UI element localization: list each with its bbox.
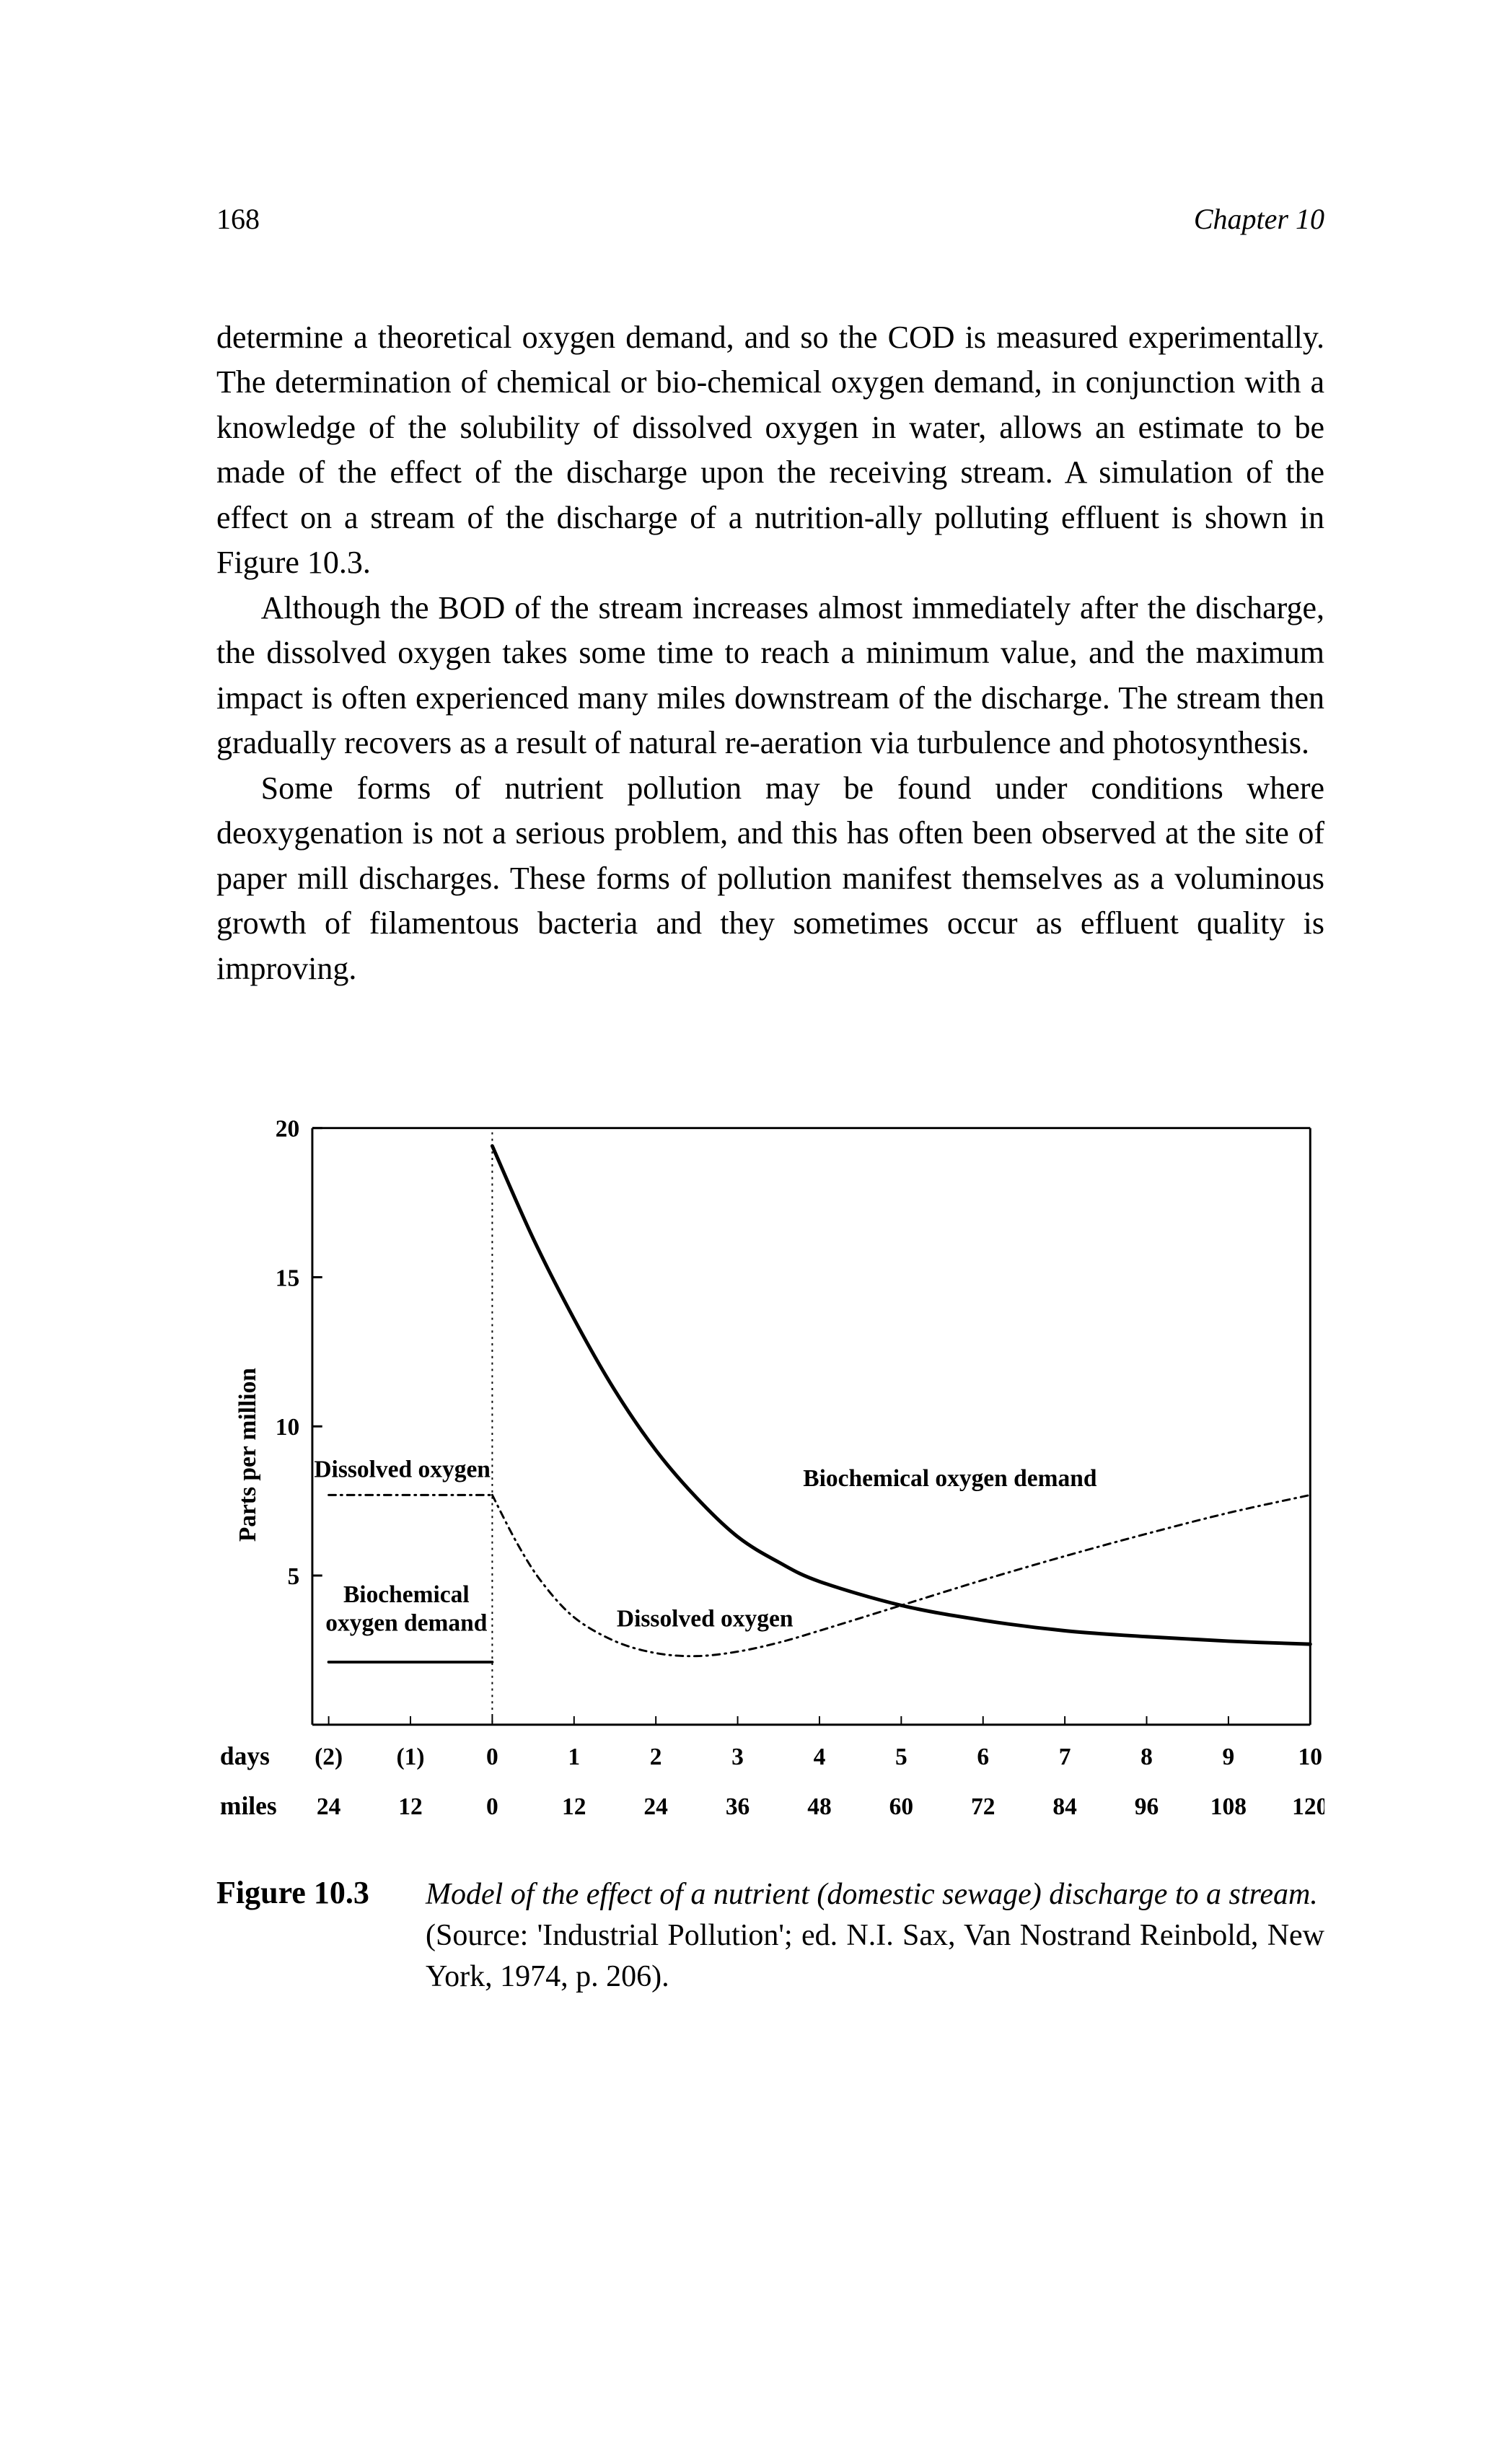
svg-text:Dissolved oxygen: Dissolved oxygen [314, 1457, 491, 1483]
svg-text:60: 60 [889, 1793, 913, 1820]
svg-text:48: 48 [807, 1793, 831, 1820]
svg-text:15: 15 [276, 1265, 299, 1291]
svg-text:days: days [220, 1741, 270, 1770]
svg-text:(2): (2) [315, 1744, 343, 1770]
svg-text:Biochemical oxygen demand: Biochemical oxygen demand [803, 1465, 1097, 1492]
figure-caption-italic: Model of the effect of a nutrient (domes… [426, 1878, 1318, 1911]
svg-text:10: 10 [276, 1414, 299, 1441]
svg-text:0: 0 [486, 1793, 498, 1820]
svg-text:120: 120 [1292, 1793, 1324, 1820]
svg-text:24: 24 [317, 1793, 341, 1820]
paragraph-2: Although the BOD of the stream increases… [216, 586, 1324, 766]
svg-text:9: 9 [1223, 1744, 1235, 1770]
chapter-label: Chapter 10 [1194, 202, 1324, 236]
svg-text:Biochemical: Biochemical [343, 1581, 470, 1608]
page-number: 168 [216, 202, 260, 236]
svg-text:36: 36 [726, 1793, 750, 1820]
svg-text:6: 6 [977, 1744, 989, 1770]
svg-text:84: 84 [1052, 1793, 1077, 1820]
figure-caption: Model of the effect of a nutrient (domes… [426, 1874, 1324, 1997]
paragraph-3: Some forms of nutrient pollution may be … [216, 766, 1324, 991]
svg-text:5: 5 [895, 1744, 907, 1770]
svg-text:96: 96 [1135, 1793, 1159, 1820]
figure-caption-row: Figure 10.3 Model of the effect of a nut… [216, 1874, 1324, 1997]
svg-text:8: 8 [1140, 1744, 1153, 1770]
svg-text:7: 7 [1059, 1744, 1071, 1770]
svg-text:0: 0 [486, 1744, 498, 1770]
svg-text:5: 5 [287, 1563, 299, 1590]
svg-text:10: 10 [1298, 1744, 1322, 1770]
page: 168 Chapter 10 determine a theoretical o… [0, 0, 1512, 2447]
svg-text:miles: miles [220, 1791, 277, 1820]
running-header: 168 Chapter 10 [216, 202, 1324, 236]
body-text: determine a theoretical oxygen demand, a… [216, 315, 1324, 991]
svg-text:4: 4 [814, 1744, 826, 1770]
svg-text:1: 1 [568, 1744, 580, 1770]
svg-text:(1): (1) [396, 1744, 424, 1770]
svg-text:12: 12 [398, 1793, 422, 1820]
svg-text:3: 3 [731, 1744, 744, 1770]
svg-text:108: 108 [1210, 1793, 1247, 1820]
figure-chart: 5101520Parts per milliondays(2)(1)012345… [216, 1114, 1324, 1845]
svg-text:Parts per million: Parts per million [234, 1368, 261, 1542]
figure-label: Figure 10.3 [216, 1874, 426, 1911]
svg-text:24: 24 [643, 1793, 668, 1820]
svg-text:12: 12 [562, 1793, 586, 1820]
svg-text:2: 2 [650, 1744, 662, 1770]
paragraph-1: determine a theoretical oxygen demand, a… [216, 315, 1324, 586]
svg-text:20: 20 [276, 1116, 299, 1143]
svg-text:Dissolved oxygen: Dissolved oxygen [617, 1605, 794, 1632]
figure-caption-source: (Source: 'Industrial Pollution'; ed. N.I… [426, 1919, 1324, 1993]
svg-text:72: 72 [971, 1793, 995, 1820]
svg-text:oxygen demand: oxygen demand [325, 1610, 487, 1637]
figure-block: 5101520Parts per milliondays(2)(1)012345… [216, 1114, 1324, 1997]
